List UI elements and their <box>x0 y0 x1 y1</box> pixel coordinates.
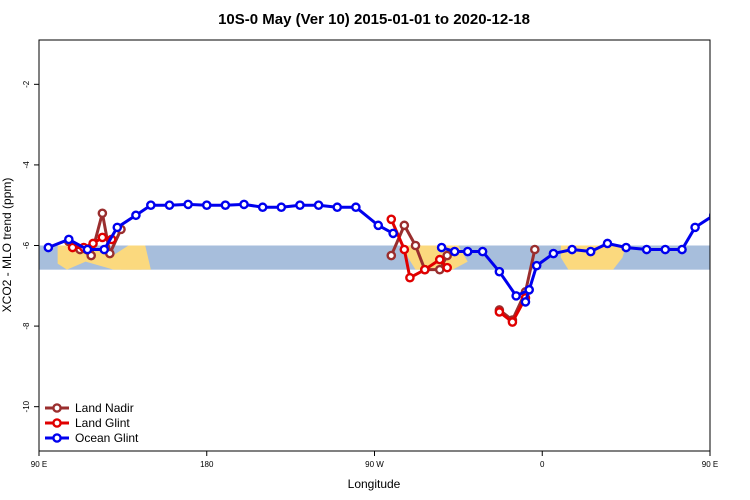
land-nadir-point <box>399 220 410 231</box>
land-nadir-point <box>736 238 743 245</box>
ocean-glint-point <box>99 244 110 255</box>
ocean-glint-point <box>511 291 521 301</box>
ocean-glint-point <box>257 202 268 213</box>
x-tick-label: 90 E <box>702 460 718 469</box>
legend-swatch-marker <box>52 433 62 443</box>
x-tick-label: 90 E <box>31 460 47 469</box>
legend-entry-ocean-glint: Ocean Glint <box>45 431 139 445</box>
land-glint-point <box>420 264 430 275</box>
ocean-glint-point <box>239 199 249 210</box>
ocean-glint-point <box>332 202 343 213</box>
ocean-glint-point <box>725 204 732 211</box>
ocean-glint-point <box>548 248 559 259</box>
ocean-glint-point <box>449 246 460 257</box>
ocean-glint-point <box>602 238 613 249</box>
ocean-glint-point <box>494 266 505 277</box>
y-tick-label: -8 <box>22 322 31 330</box>
land-glint-point <box>88 238 98 249</box>
ocean-glint-point <box>744 204 750 211</box>
land-nadir-point <box>434 264 445 275</box>
y-axis-label: XCO2 - MLO trend (ppm) <box>0 178 14 313</box>
ocean-glint-point <box>112 222 123 233</box>
land-nadir-point <box>529 244 540 255</box>
land-glint-point <box>405 272 415 283</box>
ocean-glint-point <box>520 297 531 307</box>
ocean-glint-point <box>436 242 447 253</box>
chart-title: 10S-0 May (Ver 10) 2015-01-01 to 2020-12… <box>218 11 530 28</box>
ocean-glint-point <box>313 200 324 211</box>
land-shape-5 <box>729 246 750 270</box>
ocean-glint-point <box>43 242 54 253</box>
land-glint-line-4 <box>744 237 750 247</box>
x-axis-label: Longitude <box>348 477 401 491</box>
legend-label: Land Nadir <box>75 401 134 415</box>
ocean-glint-point <box>690 222 700 233</box>
legend-swatch-marker <box>52 403 62 413</box>
land-nadir-point <box>442 250 452 261</box>
land-glint-point <box>442 262 452 273</box>
ocean-glint-point <box>531 260 542 271</box>
land-nadir-point <box>386 250 397 261</box>
ocean-glint-point <box>524 285 535 295</box>
land-nadir-line-4 <box>740 213 750 255</box>
ocean-glint-point <box>295 200 305 211</box>
ocean-glint-point <box>388 228 398 239</box>
land-glint-point <box>740 244 747 251</box>
land-nadir-point <box>410 240 421 251</box>
ocean-glint-point <box>131 210 141 221</box>
ocean-glint-point <box>276 202 287 213</box>
land-nadir-point <box>97 208 108 219</box>
y-tick-label: -10 <box>22 400 31 412</box>
land-glint-point <box>67 242 78 253</box>
land-glint-point <box>507 317 518 327</box>
y-tick-label: -6 <box>22 241 31 249</box>
ocean-glint-point <box>373 220 384 231</box>
ocean-glint-point <box>220 200 231 211</box>
ocean-glint-point <box>641 244 652 255</box>
ocean-glint-point <box>708 212 710 219</box>
ocean-glint-point <box>64 234 74 245</box>
ocean-glint-point <box>660 244 671 255</box>
land-glint-point <box>97 232 108 243</box>
ocean-glint-point <box>477 246 488 257</box>
legend-label: Land Glint <box>75 416 130 430</box>
ocean-glint-point <box>621 242 631 253</box>
legend-swatch-marker <box>52 418 62 428</box>
land-shape-2 <box>117 261 142 270</box>
land-glint-point <box>386 214 397 225</box>
ocean-glint-point <box>201 200 212 211</box>
x-tick-label: 0 <box>540 460 545 469</box>
y-tick-label: -4 <box>22 161 31 169</box>
land-glint-point <box>399 244 410 255</box>
ocean-glint-point <box>462 246 473 257</box>
ocean-glint-point <box>567 244 577 255</box>
x-tick-label: 180 <box>200 460 214 469</box>
ocean-glint-point <box>146 200 156 211</box>
ocean-glint-point <box>82 244 93 255</box>
land-glint-point <box>434 254 445 265</box>
ocean-glint-point <box>164 200 175 211</box>
legend-entry-land-nadir: Land Nadir <box>45 401 134 415</box>
axes: 90 E 180 90 W 0 90 E -2 -4 -6 -8 -10 <box>22 80 718 469</box>
legend-entry-land-glint: Land Glint <box>45 416 130 430</box>
ocean-glint-point <box>585 246 596 257</box>
land-nadir-line-3 <box>498 249 537 322</box>
plot-area <box>39 199 750 327</box>
legend-label: Ocean Glint <box>75 431 139 445</box>
x-tick-label: 90 W <box>365 460 384 469</box>
ocean-glint-point <box>677 244 687 255</box>
y-tick-label: -2 <box>22 80 31 88</box>
ocean-glint-point <box>183 199 193 210</box>
land-glint-point <box>494 307 505 317</box>
ocean-glint-point <box>351 202 361 213</box>
